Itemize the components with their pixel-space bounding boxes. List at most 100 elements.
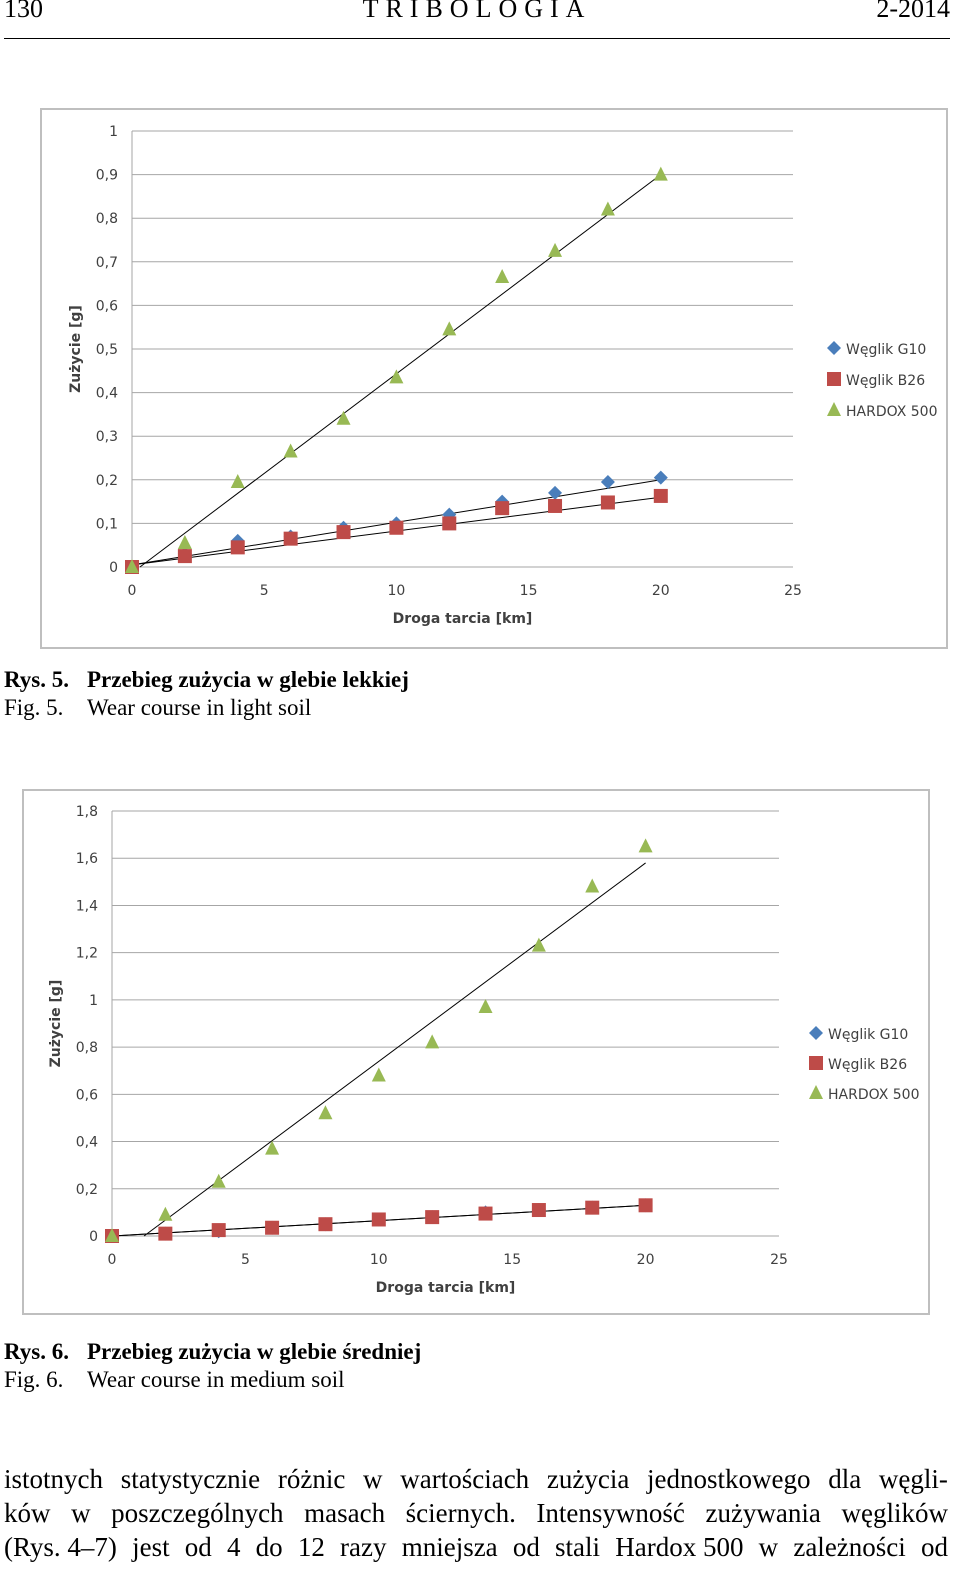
data-point-square <box>371 1212 386 1227</box>
body-word: Intensywność <box>536 1498 685 1528</box>
y-tick-label: 1,2 <box>76 946 98 962</box>
chart-6-svg: 0 0,2 0,4 0,6 0,8 1 1,2 1,4 1,6 1,8 0 5 10 15 20 25 Drog… <box>48 804 920 1296</box>
y-tick-label: 0,6 <box>76 1087 98 1103</box>
data-point-triangle <box>211 1173 226 1188</box>
data-point-square <box>495 501 510 516</box>
caption-pl-label: Rys. 5. <box>4 667 70 692</box>
data-point-square <box>230 540 245 555</box>
body-word: zależności <box>793 1532 906 1562</box>
x-tick-label: 0 <box>108 1252 117 1268</box>
body-line: istotnych statystycznie różnic w wartościach… <box>4 1462 948 1496</box>
x-tick-label: 0 <box>128 583 137 599</box>
y-tick-label: 0,2 <box>96 473 118 489</box>
x-tick-label: 10 <box>387 583 405 599</box>
legend-label: Węglik G10 <box>846 342 926 358</box>
legend-marker <box>827 402 841 416</box>
body-line: (Rys. 4–7) jest od 4 do 12 razy mniejsza od stali… <box>4 1530 948 1564</box>
body-word: do <box>255 1532 283 1562</box>
body-paragraph: istotnych statystycznie różnic w wartościach… <box>4 1462 948 1564</box>
body-word: w <box>758 1532 779 1562</box>
caption-en-text: Wear course in light soil <box>87 695 312 720</box>
caption-pl-text: Przebieg zużycia w glebie średniej <box>87 1339 422 1364</box>
y-tick-label: 0,7 <box>96 255 118 271</box>
body-word: zużywania <box>705 1498 821 1528</box>
y-tick-label: 1 <box>89 993 98 1009</box>
body-word: od <box>920 1532 948 1562</box>
y-tick-label: 0 <box>109 560 118 576</box>
legend-label: HARDOX 500 <box>828 1087 920 1103</box>
caption-pl-text: Przebieg zużycia w glebie lekkiej <box>87 667 409 692</box>
body-word: ściernych. <box>405 1498 516 1528</box>
body-word: istotnych <box>4 1464 103 1494</box>
body-word: stali <box>555 1532 601 1562</box>
x-tick-label: 20 <box>637 1252 655 1268</box>
caption-en-label: Fig. 5. <box>4 695 64 720</box>
body-word: węgli- <box>878 1464 948 1494</box>
x-tick-label: 5 <box>260 583 269 599</box>
x-tick-label: 15 <box>520 583 538 599</box>
body-word: mniejsza <box>401 1532 498 1562</box>
body-word: dla <box>828 1464 862 1494</box>
data-point-square <box>548 498 563 513</box>
data-point-square <box>442 516 457 531</box>
data-point-triangle <box>548 242 563 257</box>
legend-label: HARDOX 500 <box>846 404 938 420</box>
body-word: Hardox 500 <box>615 1532 744 1562</box>
data-point-square <box>531 1203 546 1218</box>
data-point-square <box>283 531 298 546</box>
body-word: od <box>512 1532 540 1562</box>
x-tick-label: 25 <box>784 583 802 599</box>
legend-marker <box>809 1026 823 1040</box>
data-point-triangle <box>638 838 653 853</box>
data-point-triangle <box>371 1067 386 1082</box>
data-point-triangle <box>425 1034 440 1049</box>
y-tick-label: 0 <box>89 1229 98 1245</box>
y-tick-label: 0,2 <box>76 1182 98 1198</box>
caption-pl-label: Rys. 6. <box>4 1339 70 1364</box>
data-point-square <box>265 1220 280 1235</box>
data-point-diamond <box>600 474 615 489</box>
legend-marker <box>827 341 841 355</box>
data-point-triangle <box>653 166 668 181</box>
data-point-square <box>478 1206 493 1221</box>
data-point-triangle <box>158 1206 173 1221</box>
data-point-triangle <box>495 269 510 284</box>
x-axis-label: Droga tarcia [km] <box>376 1280 516 1296</box>
body-word: w <box>71 1498 91 1528</box>
y-tick-label: 0,6 <box>96 298 118 314</box>
body-word: poszczególnych <box>111 1498 284 1528</box>
y-tick-label: 0,1 <box>96 516 118 532</box>
body-word: ków <box>4 1498 51 1528</box>
legend-marker <box>827 372 841 386</box>
data-point-triangle <box>105 1228 119 1242</box>
body-word: razy <box>340 1532 387 1562</box>
data-point-triangle <box>318 1105 333 1120</box>
data-point-triangle <box>283 443 298 458</box>
trend-line <box>143 862 646 1237</box>
data-point-square <box>158 1226 173 1241</box>
data-point-triangle <box>230 473 245 488</box>
body-word: jednostkowego <box>647 1464 811 1494</box>
x-tick-label: 15 <box>503 1252 521 1268</box>
data-point-triangle <box>336 410 351 425</box>
y-tick-label: 0,8 <box>96 211 118 227</box>
data-point-triangle <box>531 937 546 952</box>
y-tick-label: 0,4 <box>96 386 118 402</box>
data-point-triangle <box>478 998 493 1013</box>
data-point-square <box>638 1198 653 1213</box>
caption-en-text: Wear course in medium soil <box>87 1367 345 1392</box>
body-word: od <box>184 1532 212 1562</box>
body-word: 4 <box>226 1532 241 1562</box>
y-tick-label: 0,8 <box>76 1040 98 1056</box>
y-tick-label: 0,9 <box>96 168 118 184</box>
x-tick-label: 20 <box>652 583 670 599</box>
body-word: w <box>363 1464 383 1494</box>
legend-label: Węglik G10 <box>828 1027 908 1043</box>
y-tick-label: 1,6 <box>76 851 98 867</box>
legend-label: Węglik B26 <box>828 1057 907 1073</box>
x-tick-label: 25 <box>770 1252 788 1268</box>
body-word: jest <box>132 1532 170 1562</box>
data-point-triangle <box>265 1140 280 1155</box>
legend-marker <box>809 1056 823 1070</box>
y-tick-label: 0,3 <box>96 429 118 445</box>
